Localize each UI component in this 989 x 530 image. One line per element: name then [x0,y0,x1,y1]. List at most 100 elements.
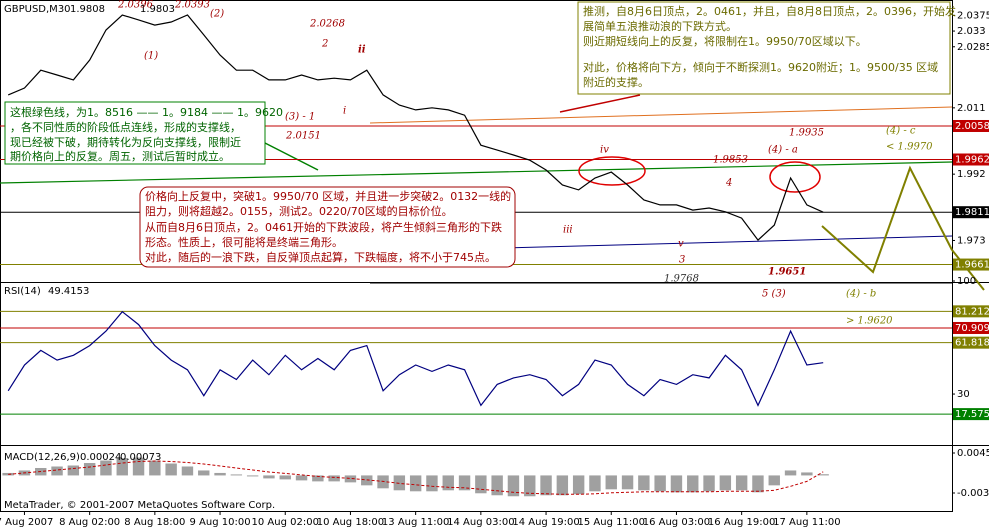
annotation: 2.0393 [174,0,210,11]
histogram-bar [540,475,552,496]
histogram-bar [328,475,340,482]
projection [821,165,953,274]
annotation: 1.9853 [713,155,748,166]
annotation: (2) [210,9,224,20]
signal-line [8,460,824,495]
annotation: 1.9651 [768,267,806,278]
y-tick-label: -0.00354 [957,488,989,499]
histogram-bar [735,475,748,491]
histogram-bar [768,475,780,486]
x-tick-label: 10 Aug 02:00 [252,517,319,528]
annotation: i [343,106,346,117]
histogram-bar [703,475,715,492]
y-tick-label: 2.011 [957,103,986,114]
histogram-bar [83,463,96,476]
level-box [953,119,989,132]
annotation: 2 [321,39,328,50]
histogram-bar [670,475,683,493]
text-box-line: 从而自8月6日顶点，2。0461开始的下跌波段，将产生倾斜三角形的下跌 [145,220,502,234]
histogram-bar [230,474,243,476]
arrow [264,142,319,171]
histogram-bar [572,475,585,495]
text-box-line: 附近的支撑。 [583,75,649,89]
annotation: 2.0151 [285,131,321,142]
annotation: 2.0268 [309,19,345,30]
x-tick-label: 15 Aug 11:00 [578,517,645,528]
macd-title: MACD(12,26,9) [4,452,80,463]
x-tick-label: 8 Aug 02:00 [59,517,120,528]
text-box-line: 这根绿色线，为1。8516 —— 1。9184 —— 1。9620 [10,105,283,119]
rsi-value: 49.4153 [48,286,89,297]
text-box [577,1,951,95]
footer: MetaTrader, © 2001-2007 MetaQuotes Softw… [4,500,275,511]
histogram-bar [198,470,210,476]
text-box-line: 现已经被下破，期待转化为反向支撑线，限制近 [10,135,241,149]
annotation: 1.9935 [789,128,824,139]
histogram-bar [458,475,471,491]
annotation: iv [600,145,609,156]
histogram-bar [817,474,829,476]
text-box-line: 对此，随后的一浪下跌，自反弹顶点起算，下跌幅度，将不小于745点。 [145,250,496,264]
level-label: 1.9661 [955,260,989,271]
histogram-bar [67,465,80,476]
level-box [953,305,989,318]
histogram-bar [654,475,666,492]
trend-line [429,235,953,251]
histogram-bar [442,475,454,491]
y-tick-label: 100 [957,276,976,287]
histogram-bar [214,472,226,476]
y-tick-label: 30 [957,389,970,400]
histogram-bar [100,460,112,476]
histogram-bar [116,458,128,476]
y-tick-label: 1.973 [957,235,986,246]
histogram-bar [295,475,308,481]
highlight-ellipse [769,161,821,193]
histogram-bar [784,470,797,476]
histogram-bar [149,460,161,476]
histogram-bar [589,475,601,492]
histogram-bar [556,475,569,496]
rsi-title: RSI(14) [4,286,41,297]
level-label: 61.8182 [955,338,989,349]
macd-value: 0.00073 [120,452,161,463]
histogram-bar [181,466,194,476]
text-box-line: 价格向上反复中，突破1。9950/70 区域，并且进一步突破2。0132一线的 [145,189,511,203]
histogram-bar [246,475,259,477]
y-tick-label: 2.033 [957,26,986,37]
annotation: (4) - a [768,145,798,156]
histogram-bar [752,475,764,493]
histogram-bar [263,475,275,479]
level-box [953,258,989,271]
text-box-line: 形态。性质上，很可能将是终端三角形。 [145,235,343,249]
quote: 1.9803 [140,4,175,15]
highlight-ellipse [578,156,646,186]
histogram-bar [491,475,503,496]
level-label: 1.9962 [955,154,989,165]
macd-value: 0.00024 [80,452,121,463]
x-tick-label: 17 Aug 11:00 [773,517,840,528]
level-box [953,408,989,421]
annotation: > 1.9620 [846,316,893,327]
text-box-line: 则近期短线向上的反复，将限制在1。9950/70区域以下。 [583,34,867,48]
text-box-line: 期价格向上的反复。周五，测试后暂时成立。 [10,149,230,163]
y-tick-label: 2.0285 [957,42,989,53]
x-tick-label: 13 Aug 11:00 [382,517,449,528]
annotation: 4 [725,178,732,189]
y-tick-label: 2.0375 [957,10,989,21]
price-line [7,310,824,407]
x-tick-label: 7 Aug 2007 [0,517,53,528]
histogram-bar [524,475,536,497]
level-box [953,321,989,334]
x-tick-label: 16 Aug 19:00 [708,517,775,528]
histogram-bar [687,475,699,493]
annotation: 1.9768 [664,274,699,285]
annotation: (4) - b [846,289,876,300]
histogram-bar [132,457,145,476]
annotation: 2.0396 [117,0,154,11]
level-label: 1.9811 [955,207,989,218]
annotation: 5 (3) [762,289,786,300]
price-line [7,14,824,241]
x-tick-label: 10 Aug 18:00 [317,517,384,528]
histogram-bar [279,475,291,480]
text-box [139,186,516,268]
